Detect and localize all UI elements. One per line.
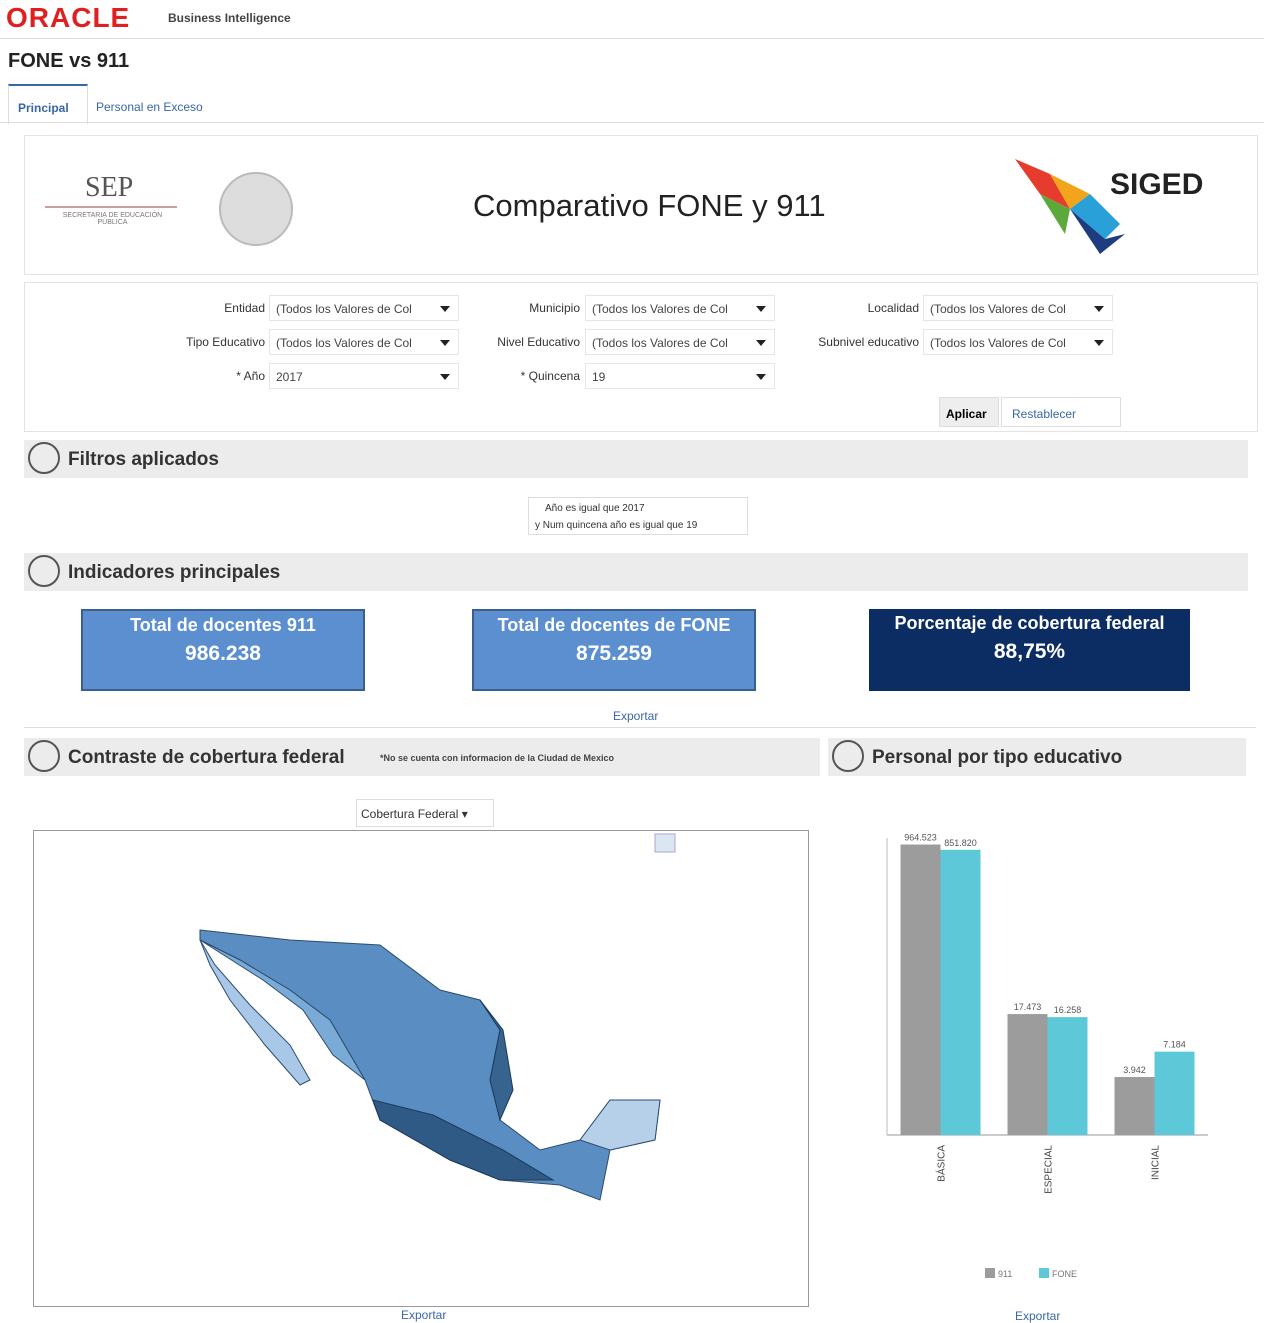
- export-link[interactable]: Exportar: [613, 709, 659, 723]
- kpi-tile: Total de docentes de FONE 875.259: [472, 609, 756, 691]
- region: [199, 939, 366, 1081]
- top-bar: ORACLE Business Intelligence: [0, 0, 1264, 39]
- chart-header: Personal por tipo educativo: [828, 738, 1246, 776]
- reset-button[interactable]: Restablecer: [1001, 397, 1121, 427]
- kpi-label: Total de docentes 911: [130, 615, 316, 635]
- data-label: 964.523: [904, 833, 937, 843]
- dropdown-label: Cobertura Federal: [361, 807, 459, 821]
- bar: [940, 849, 981, 1135]
- map-note: *No se cuenta con informacion de la Ciud…: [380, 753, 615, 763]
- data-label: 7.184: [1163, 1040, 1186, 1050]
- applied-line: Año es igual que 2017: [545, 503, 645, 514]
- filter-dropdown[interactable]: 2017: [269, 363, 459, 389]
- filter-label: Tipo Educativo: [186, 335, 265, 349]
- kpi-label: Porcentaje de cobertura federal: [894, 613, 1165, 633]
- product: Business Intelligence: [168, 11, 291, 25]
- filter-label: Nivel Educativo: [497, 335, 580, 349]
- banner-title: Comparativo FONE y 911: [473, 188, 826, 223]
- export-link[interactable]: Exportar: [1015, 1309, 1061, 1323]
- kpi-tile: Total de docentes 911 986.238: [81, 609, 365, 691]
- seal: [219, 172, 293, 246]
- bar: [1007, 1014, 1048, 1135]
- divider: [24, 727, 1256, 728]
- x-tick-label: INICIAL: [1151, 1145, 1162, 1180]
- page-title: FONE vs 911: [8, 50, 130, 72]
- sep-logo: SEP: [85, 172, 134, 203]
- siged-icon: [1015, 159, 1125, 254]
- bar: [1114, 1077, 1155, 1135]
- bar: [1154, 1051, 1195, 1135]
- kpi-value: 875.259: [576, 642, 652, 665]
- export-link[interactable]: Exportar: [401, 1308, 447, 1322]
- data-label: 17.473: [1014, 1002, 1042, 1012]
- applied-line: y Num quincena año es igual que 19: [535, 520, 698, 531]
- brand: ORACLE: [6, 2, 131, 33]
- apply-button[interactable]: Aplicar: [939, 397, 999, 427]
- section-title: Indicadores principales: [68, 562, 281, 583]
- kpi-value: 986.238: [185, 642, 261, 665]
- filter-dropdown[interactable]: (Todos los Valores de Col: [585, 329, 775, 355]
- legend-swatch: [1039, 1268, 1049, 1278]
- bar: [1047, 1017, 1088, 1135]
- divider: [0, 122, 1264, 123]
- tab-active[interactable]: Principal: [8, 84, 88, 124]
- region: [479, 999, 514, 1122]
- kpi-value: 88,75%: [993, 640, 1066, 663]
- section-title: Filtros aplicados: [68, 449, 219, 470]
- sep-sub: SECRETARIA DE EDUCACIÓN PÚBLICA: [62, 212, 163, 226]
- map-button[interactable]: [654, 833, 676, 853]
- filter-dropdown[interactable]: (Todos los Valores de Col: [923, 295, 1113, 321]
- logo-line: [45, 206, 177, 208]
- filter-label: Subnivel educativo: [818, 335, 919, 349]
- filter-label: Localidad: [867, 301, 919, 315]
- filter-dropdown[interactable]: (Todos los Valores de Col: [585, 295, 775, 321]
- map: [33, 830, 809, 1307]
- filter-label: Entidad: [224, 301, 265, 315]
- siged-logo: SIGED: [1110, 168, 1204, 201]
- section-title: Contraste de cobertura federal: [68, 747, 345, 768]
- filter-dropdown[interactable]: (Todos los Valores de Col: [269, 295, 459, 321]
- applied-header: Filtros aplicados: [24, 440, 1248, 478]
- tab-label: Principal: [18, 101, 69, 115]
- banner: SEP SECRETARIA DE EDUCACIÓN PÚBLICA Comp…: [24, 135, 1258, 275]
- x-tick-label: ESPECIAL: [1044, 1145, 1055, 1194]
- data-label: 16.258: [1054, 1005, 1082, 1015]
- filter-label: * Quincena: [520, 369, 580, 383]
- section-title: Personal por tipo educativo: [872, 747, 1123, 768]
- filter-label: Municipio: [529, 301, 580, 315]
- tab[interactable]: Personal en Exceso: [96, 100, 203, 114]
- legend-label: FONE: [1052, 1269, 1077, 1279]
- bar: [900, 844, 941, 1135]
- region: [579, 1099, 661, 1151]
- filter-label: * Año: [236, 369, 265, 383]
- legend-label: 911: [998, 1269, 1012, 1279]
- data-label: 3.942: [1123, 1065, 1146, 1075]
- kpi-label: Total de docentes de FONE: [497, 615, 731, 635]
- map-header: Contraste de cobertura federal *No se cu…: [24, 738, 820, 776]
- region: [372, 1099, 555, 1181]
- x-tick-label: BÁSICA: [935, 1145, 948, 1182]
- applied-box: Año es igual que 2017 y Num quincena año…: [528, 497, 748, 535]
- filter-dropdown[interactable]: 19: [585, 363, 775, 389]
- filter-dropdown[interactable]: (Todos los Valores de Col: [923, 329, 1113, 355]
- bar-chart: 964.523 851.820 BÁSICA 17.473 16.258 ESPECIAL…: [886, 833, 1208, 1279]
- map-dropdown[interactable]: Cobertura Federal ▾: [356, 799, 494, 827]
- data-label: 851.820: [944, 838, 977, 848]
- legend-swatch: [985, 1268, 995, 1278]
- kpi-header: Indicadores principales: [24, 553, 1248, 591]
- peninsula: [199, 939, 311, 1086]
- kpi-tile: Porcentaje de cobertura federal 88,75%: [869, 609, 1190, 691]
- filters-panel: Entidad (Todos los Valores de Col Municipi…: [24, 282, 1258, 432]
- filter-dropdown[interactable]: (Todos los Valores de Col: [269, 329, 459, 355]
